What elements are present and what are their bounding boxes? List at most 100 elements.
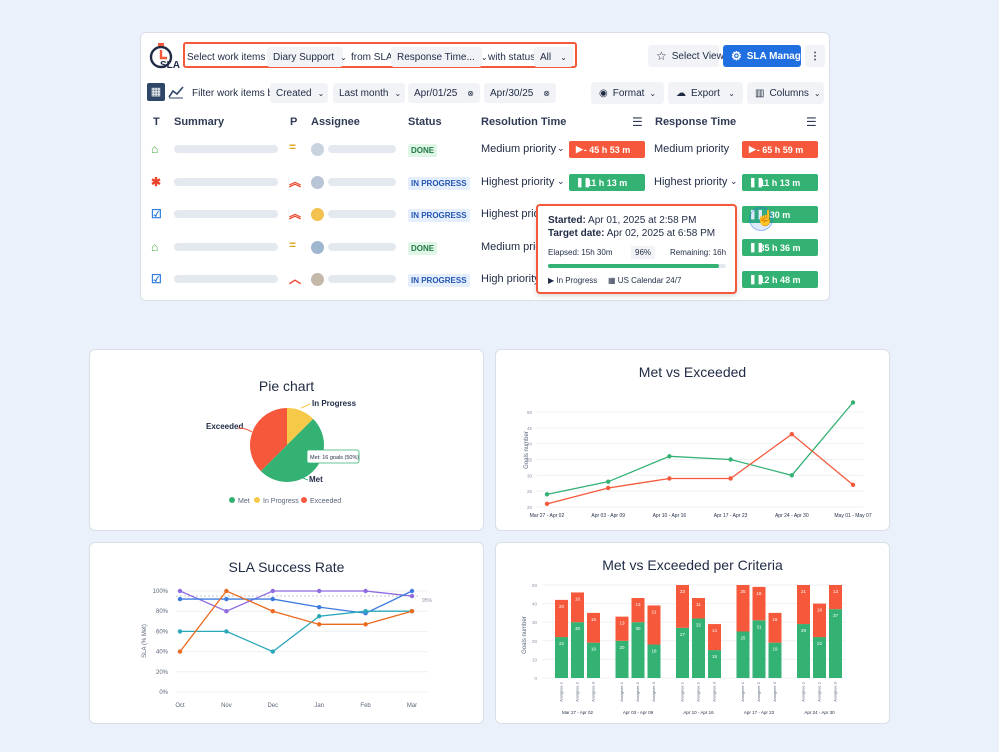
filter-period-dropdown[interactable]: Last month ⌄: [333, 83, 405, 103]
response-timer[interactable]: ❚❚ 35 h 36 m: [742, 239, 818, 256]
more-options-button[interactable]: ⋮: [805, 45, 825, 67]
header-type[interactable]: T: [153, 116, 160, 128]
header-resolution[interactable]: Resolution Time: [481, 116, 567, 128]
bar-value-label: 13: [619, 621, 625, 626]
y-axis-label: Goals number: [522, 616, 528, 654]
status-badge: DONE: [408, 242, 438, 255]
bar-value-label: 23: [680, 589, 686, 594]
cursor-halo: [749, 207, 773, 231]
met-vs-exceeded-panel: Met vs Exceeded Goals number 50 45 40 35 30 25…: [495, 349, 890, 531]
bar-exceeded: [647, 605, 661, 645]
from-date-input[interactable]: Apr/01/25 ⊗: [408, 83, 480, 103]
chevron-down-icon[interactable]: ⌄: [730, 176, 738, 186]
with-status-dropdown[interactable]: All ⌄: [534, 47, 573, 67]
resolution-priority-label[interactable]: Highest priority: [481, 176, 555, 188]
chart-view-toggle-icon[interactable]: [168, 85, 184, 99]
data-point: [224, 588, 229, 594]
data-point: [409, 593, 415, 599]
bar-met: [692, 618, 705, 678]
group-label: Apr 03 - Apr 09: [623, 710, 654, 715]
bar-value-label: 18: [651, 649, 657, 654]
y-tick-label: 45: [527, 426, 533, 431]
priority-highest-icon: ︽: [289, 207, 302, 221]
select-by-dropdown[interactable]: Diary Support ⌄: [267, 47, 347, 67]
x-tick-label: Assignee 2: [575, 681, 580, 702]
chevron-down-icon[interactable]: ⌄: [557, 176, 565, 186]
with-status-label: with status:: [488, 52, 539, 63]
x-tick-label: Assignee 1: [619, 681, 624, 702]
header-status[interactable]: Status: [408, 116, 442, 128]
select-view-button[interactable]: ☆ Select View: [648, 45, 724, 67]
data-point: [270, 596, 275, 602]
y-axis-label: SLA (% Met): [142, 624, 148, 658]
pie-chart: In Progress Exceeded Met Met: 16 goals (50%…: [206, 399, 360, 505]
clear-icon[interactable]: ⊗: [543, 88, 550, 98]
bar-met: [615, 640, 629, 678]
resolution-timer[interactable]: ▶ - 45 h 53 m: [569, 141, 645, 158]
response-timer[interactable]: ▶ - 65 h 59 m: [742, 141, 818, 158]
table-view-toggle[interactable]: ▦: [147, 83, 165, 101]
chevron-down-icon: ⌄: [649, 88, 657, 98]
bar-value-label: 13: [635, 602, 641, 607]
x-tick-label: Nov: [221, 703, 232, 709]
clear-icon[interactable]: ⊗: [467, 88, 474, 98]
from-sla-dropdown[interactable]: Response Time... ⌄: [391, 47, 488, 67]
play-icon: ▶: [576, 144, 583, 154]
filter-lines-icon[interactable]: ☰: [806, 115, 817, 129]
resolution-priority-label[interactable]: Highest priori: [481, 208, 546, 220]
x-tick-label: Apr 17 - Apr 23: [714, 513, 748, 519]
sla-manager-button[interactable]: ⚙ SLA Manager: [723, 45, 810, 67]
data-point: [363, 622, 368, 627]
header-assignee[interactable]: Assignee: [311, 116, 360, 128]
bar-value-label: 29: [801, 628, 807, 633]
response-priority-label[interactable]: Highest priority: [654, 176, 728, 188]
columns-button[interactable]: ▥ Columns ⌄: [747, 82, 824, 104]
x-tick-label: Assignee 3: [591, 681, 596, 702]
bar-met: [631, 622, 645, 678]
resolution-priority-label[interactable]: Medium prior: [481, 241, 546, 253]
to-date-input[interactable]: Apr/30/25 ⊗: [484, 83, 556, 103]
x-tick-label: Assignee 2: [635, 681, 640, 702]
y-tick-label: 0%: [159, 690, 168, 696]
bar-exceeded: [813, 603, 826, 638]
x-tick-label: Assignee 1: [801, 681, 806, 702]
table-row[interactable]: ✱ ︽ IN PROGRESS Highest priority ⌄ ❚❚ 11 h 13 …: [141, 166, 829, 199]
series-line: [179, 590, 413, 612]
x-tick-label: Mar 27 - Apr 02: [530, 513, 565, 519]
response-timer[interactable]: ❚❚ 12 h 48 m: [742, 271, 818, 288]
bar-met: [708, 650, 721, 678]
table-row[interactable]: ⌂ = DONE Medium priority ⌄ ▶ - 45 h 53 m Medium…: [141, 133, 829, 166]
response-priority-label[interactable]: Medium priority: [654, 143, 730, 155]
filter-lines-icon[interactable]: ☰: [632, 115, 643, 129]
header-summary[interactable]: Summary: [174, 116, 225, 128]
data-point: [728, 457, 733, 462]
x-tick-label: Assignee 3: [712, 681, 717, 702]
sla-success-rate-chart: SLA (% Met) 100% 80% 60% 40% 20% 0% Oct Nov Dec Ja…: [142, 588, 433, 709]
pause-icon: ❚❚: [576, 177, 592, 187]
resolution-priority-label[interactable]: Medium priority: [481, 143, 557, 155]
filter-field-dropdown[interactable]: Created ⌄: [270, 83, 328, 103]
header-response[interactable]: Response Time: [655, 116, 737, 128]
resolution-timer[interactable]: ❚❚ 11 h 13 m: [569, 174, 645, 191]
format-button[interactable]: ◉ Format ⌄: [591, 82, 664, 104]
chevron-down-icon[interactable]: ⌄: [557, 143, 565, 153]
table-row[interactable]: ⌂ = DONE Medium prior ❚❚ 35 h 36 m: [141, 231, 829, 264]
bar-value-label: 32: [696, 622, 702, 627]
bar-exceeded: [631, 598, 645, 623]
bar-exceeded: [676, 585, 689, 628]
x-tick-label: Assignee 2: [817, 681, 822, 702]
resolution-priority-label[interactable]: High priority: [481, 273, 540, 285]
data-point: [850, 482, 856, 488]
x-tick-label: Apr 03 - Apr 09: [591, 513, 625, 519]
y-axis-label: Goals number: [524, 431, 530, 469]
table-row[interactable]: ☑ ︿ IN PROGRESS High priority ❚❚ 12 h 48 m: [141, 263, 829, 296]
header-priority[interactable]: P: [290, 116, 298, 128]
bar-exceeded: [571, 592, 584, 623]
summary-placeholder: [174, 178, 278, 186]
response-timer[interactable]: ❚❚ 11 h 13 m: [742, 174, 818, 191]
x-tick-label: Apr 10 - Apr 16: [653, 513, 687, 519]
export-button[interactable]: ☁ Export ⌄: [668, 82, 743, 104]
bar-value-label: 37: [833, 613, 839, 618]
response-timer-value: 30 m: [769, 209, 791, 220]
bar-met: [555, 637, 568, 678]
